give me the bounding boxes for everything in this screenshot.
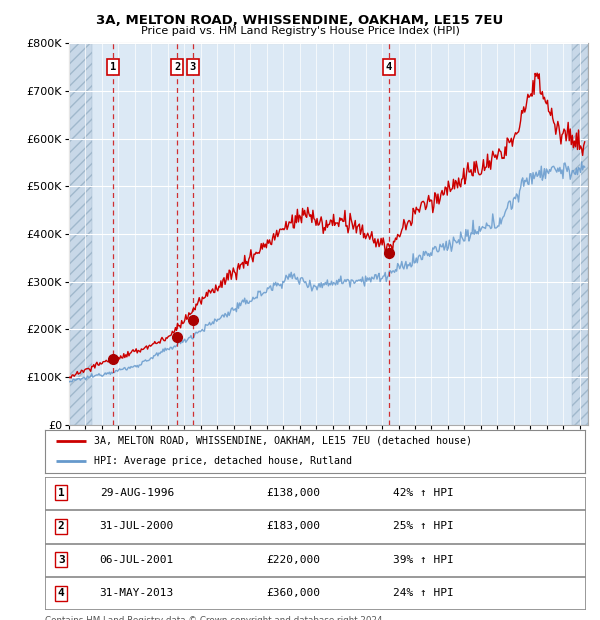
Bar [572, 43, 588, 425]
Text: 06-JUL-2001: 06-JUL-2001 [100, 555, 174, 565]
Text: 39% ↑ HPI: 39% ↑ HPI [392, 555, 454, 565]
Text: £220,000: £220,000 [266, 555, 320, 565]
Text: £183,000: £183,000 [266, 521, 320, 531]
Text: 31-JUL-2000: 31-JUL-2000 [100, 521, 174, 531]
Bar [69, 43, 92, 425]
Text: 2: 2 [174, 62, 181, 73]
Text: 1: 1 [58, 488, 65, 498]
Text: 3A, MELTON ROAD, WHISSENDINE, OAKHAM, LE15 7EU (detached house): 3A, MELTON ROAD, WHISSENDINE, OAKHAM, LE… [94, 435, 472, 446]
Text: 4: 4 [386, 62, 392, 73]
Text: Price paid vs. HM Land Registry's House Price Index (HPI): Price paid vs. HM Land Registry's House … [140, 26, 460, 36]
Text: HPI: Average price, detached house, Rutland: HPI: Average price, detached house, Rutl… [94, 456, 352, 466]
Text: 3A, MELTON ROAD, WHISSENDINE, OAKHAM, LE15 7EU: 3A, MELTON ROAD, WHISSENDINE, OAKHAM, LE… [97, 14, 503, 27]
Text: £360,000: £360,000 [266, 588, 320, 598]
Text: 3: 3 [58, 555, 65, 565]
Text: Contains HM Land Registry data © Crown copyright and database right 2024.: Contains HM Land Registry data © Crown c… [45, 616, 385, 620]
Text: 25% ↑ HPI: 25% ↑ HPI [392, 521, 454, 531]
Bar [572, 43, 588, 425]
Text: 4: 4 [58, 588, 65, 598]
Text: 42% ↑ HPI: 42% ↑ HPI [392, 488, 454, 498]
Text: 24% ↑ HPI: 24% ↑ HPI [392, 588, 454, 598]
Text: £138,000: £138,000 [266, 488, 320, 498]
Text: 29-AUG-1996: 29-AUG-1996 [100, 488, 174, 498]
Text: 2: 2 [58, 521, 65, 531]
Bar [69, 43, 92, 425]
Text: 1: 1 [110, 62, 116, 73]
Text: 31-MAY-2013: 31-MAY-2013 [100, 588, 174, 598]
Text: 3: 3 [190, 62, 196, 73]
